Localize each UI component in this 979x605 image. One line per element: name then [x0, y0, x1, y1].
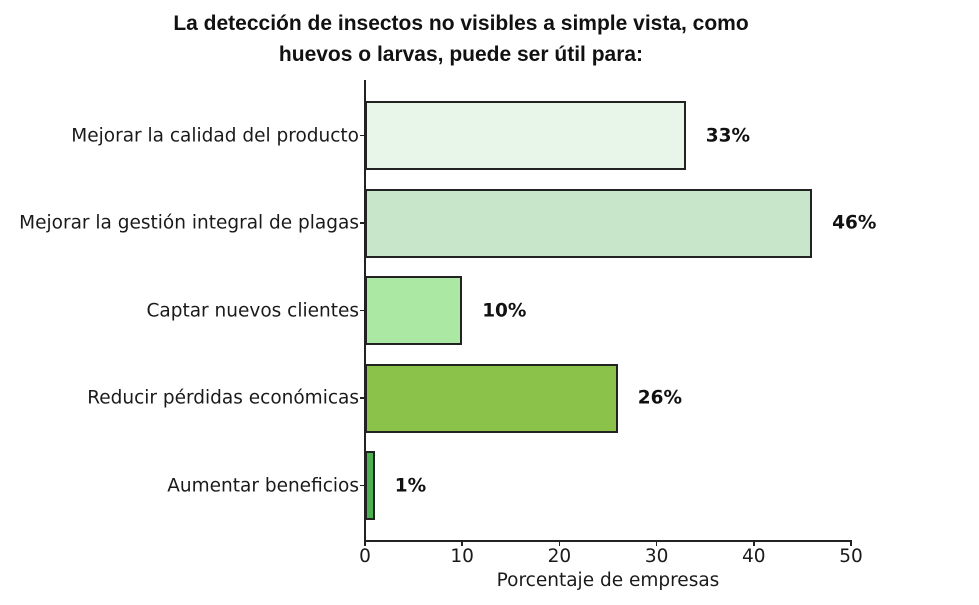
- bar-value-label: 10%: [482, 300, 527, 321]
- y-tick-label: Mejorar la calidad del producto: [71, 125, 359, 146]
- y-tick-label: Mejorar la gestión integral de plagas: [19, 212, 359, 234]
- x-tick: [655, 541, 658, 546]
- bar-value-label: 1%: [394, 475, 427, 496]
- x-tick: [753, 541, 755, 546]
- bar-value-label: 33%: [705, 125, 751, 146]
- y-tick-label: Aumentar beneficios: [167, 475, 359, 496]
- y-tick-label: Captar nuevos clientes: [146, 300, 359, 321]
- bar: [365, 451, 375, 520]
- y-tick: [360, 309, 365, 312]
- x-tick: [850, 541, 852, 546]
- x-tick: [558, 541, 561, 546]
- chart-title-line-2: huevos o larvas, puede ser útil para:: [278, 43, 644, 66]
- bar: [365, 188, 813, 258]
- x-tick: [364, 541, 366, 546]
- bar: [365, 276, 463, 345]
- x-tick-label: 20: [547, 546, 572, 567]
- y-tick: [360, 134, 365, 137]
- x-tick-label: 40: [742, 546, 766, 567]
- x-tick-label: 50: [839, 546, 863, 567]
- chart-title: La detección de insectos no visibles a s…: [0, 8, 922, 70]
- x-axis-label: Porcentaje de empresas: [496, 570, 720, 591]
- x-tick-label: 30: [644, 546, 669, 567]
- bar-value-label: 46%: [832, 212, 877, 234]
- y-tick-label: Reducir pérdidas económicas: [87, 387, 359, 409]
- bar-value-label: 26%: [637, 387, 682, 409]
- x-tick: [461, 541, 463, 546]
- bar: [365, 101, 686, 170]
- x-tick-label: 0: [359, 546, 371, 567]
- y-tick: [360, 484, 365, 487]
- x-tick-label: 10: [450, 546, 474, 567]
- x-axis-spine: [364, 540, 852, 542]
- y-tick: [360, 397, 365, 399]
- bar: [365, 363, 618, 433]
- y-tick: [360, 222, 365, 224]
- chart-title-line-1: La detección de insectos no visibles a s…: [173, 12, 749, 35]
